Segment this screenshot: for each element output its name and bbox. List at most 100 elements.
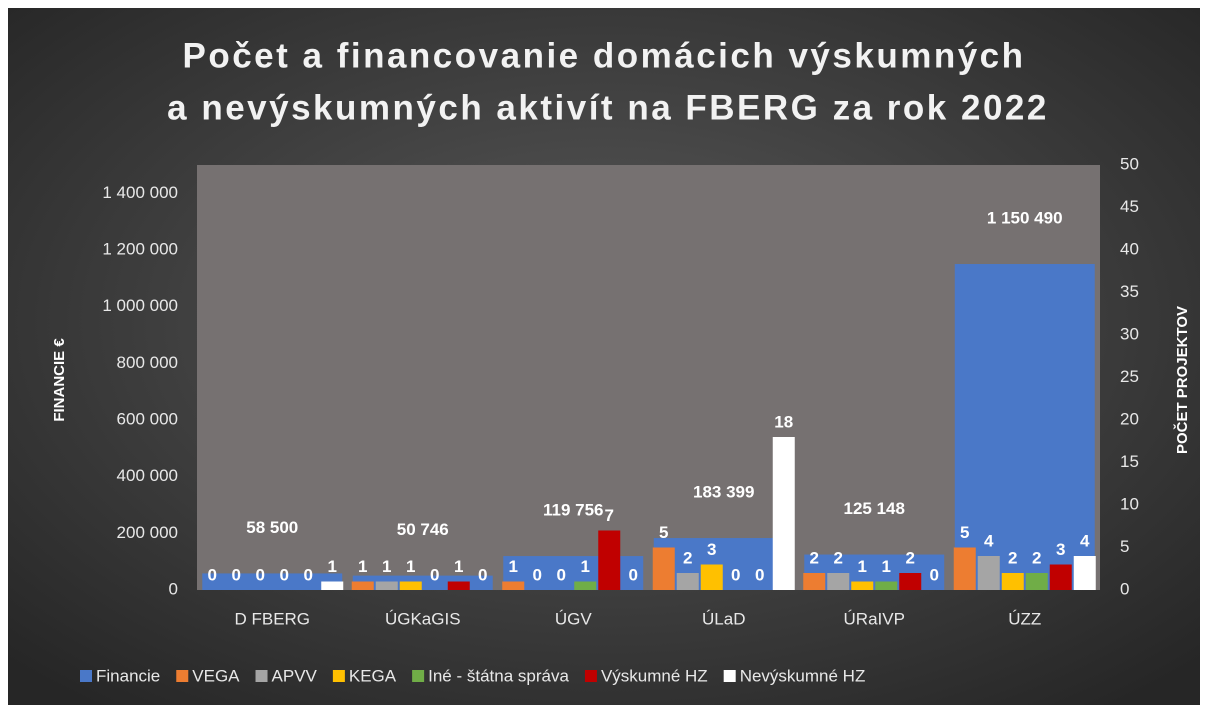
y2-tick-label: 40 (1120, 239, 1139, 258)
data-label: 183 399 (693, 483, 754, 502)
y-tick-label: 0 (169, 579, 178, 598)
data-label: 18 (774, 412, 793, 431)
y2-axis-title: POČET PROJEKTOV (1173, 306, 1191, 454)
legend-label: Iné - štátna správa (428, 666, 569, 685)
bar (953, 547, 976, 590)
legend-swatch (723, 670, 736, 682)
bar (851, 581, 874, 590)
data-label: 119 756 (543, 501, 604, 520)
data-label: 2 (906, 548, 915, 567)
bar (574, 581, 597, 590)
data-label: 50 746 (397, 520, 449, 539)
bar (352, 575, 493, 590)
data-label: 1 (382, 557, 391, 576)
y2-tick-label: 15 (1120, 452, 1139, 471)
data-label: 5 (659, 523, 668, 542)
bar (652, 547, 675, 590)
data-label: 0 (629, 565, 638, 584)
data-label: 0 (533, 565, 542, 584)
data-label: 2 (1008, 548, 1017, 567)
bar (700, 564, 723, 590)
legend-label: Výskumné HZ (601, 666, 708, 685)
legend-label: VEGA (192, 666, 240, 685)
data-label: 4 (984, 531, 994, 550)
bar (1025, 573, 1048, 590)
plot-area (197, 165, 1100, 590)
data-label: 0 (280, 565, 289, 584)
x-tick-label: ÚGKaGIS (385, 609, 461, 628)
y2-tick-label: 5 (1120, 537, 1129, 556)
y2-tick-label: 0 (1120, 579, 1129, 598)
legend-swatch (412, 670, 425, 682)
data-label: 58 500 (246, 518, 298, 537)
bar (954, 264, 1095, 590)
chart-title: Počet a financovanie domácich výskumných (182, 36, 1025, 75)
data-label: 0 (256, 565, 265, 584)
bar (653, 538, 794, 590)
bar (1073, 556, 1096, 590)
legend-swatch (332, 670, 345, 682)
legend-swatch (176, 670, 189, 682)
bar (977, 556, 1000, 590)
chart-title: a nevýskumných aktivít na FBERG za rok 2… (167, 88, 1049, 127)
legend-swatch (80, 670, 92, 682)
data-label: 0 (478, 565, 487, 584)
y-tick-label: 1 400 000 (102, 183, 178, 202)
data-label: 0 (232, 565, 241, 584)
y2-tick-label: 35 (1120, 282, 1139, 301)
data-label: 1 (858, 557, 867, 576)
data-label: 5 (960, 523, 969, 542)
y-tick-label: 200 000 (117, 523, 178, 542)
legend-swatch (584, 670, 597, 682)
x-tick-label: D FBERG (234, 609, 310, 628)
data-label: 0 (304, 565, 313, 584)
y2-tick-label: 45 (1120, 197, 1139, 216)
y-tick-label: 1 000 000 (102, 296, 178, 315)
data-label: 0 (557, 565, 566, 584)
bar (827, 573, 850, 590)
bar (1049, 564, 1072, 590)
data-label: 125 148 (844, 499, 905, 518)
y2-tick-label: 20 (1120, 409, 1139, 428)
data-label: 0 (755, 565, 764, 584)
data-label: 1 (882, 557, 891, 576)
data-label: 1 (509, 557, 518, 576)
data-label: 2 (683, 548, 692, 567)
data-label: 1 150 490 (987, 209, 1063, 228)
data-label: 3 (707, 540, 716, 559)
legend-label: Nevýskumné HZ (740, 666, 866, 685)
y-tick-label: 800 000 (117, 353, 178, 372)
bar (598, 530, 621, 590)
data-label: 1 (581, 557, 590, 576)
data-label: 3 (1056, 540, 1065, 559)
data-label: 2 (1032, 548, 1041, 567)
bar (803, 573, 826, 590)
bar (202, 573, 343, 590)
bar (899, 573, 922, 590)
data-label: 1 (328, 557, 337, 576)
bar (804, 554, 945, 590)
bar (772, 437, 795, 590)
bar (399, 581, 422, 590)
legend-swatch (255, 670, 268, 682)
data-label: 2 (810, 548, 819, 567)
x-tick-label: ÚRaIVP (844, 609, 905, 628)
data-label: 1 (454, 557, 463, 576)
bar (375, 581, 398, 590)
x-tick-label: ÚZZ (1008, 609, 1041, 628)
y2-tick-label: 25 (1120, 367, 1139, 386)
bar (503, 556, 644, 590)
data-label: 0 (430, 565, 439, 584)
data-label: 1 (406, 557, 415, 576)
bar (1001, 573, 1024, 590)
legend-label: KEGA (349, 666, 397, 685)
x-tick-label: ÚLaD (702, 609, 745, 628)
bar (502, 581, 525, 590)
data-label: 0 (731, 565, 740, 584)
data-label: 2 (834, 548, 843, 567)
x-tick-label: ÚGV (555, 609, 593, 628)
y-tick-label: 600 000 (117, 409, 178, 428)
y-tick-label: 1 200 000 (102, 239, 178, 258)
data-label: 1 (358, 557, 367, 576)
